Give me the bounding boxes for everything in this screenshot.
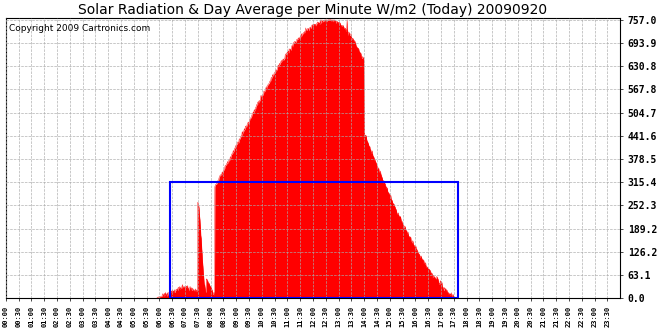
Text: Copyright 2009 Cartronics.com: Copyright 2009 Cartronics.com [9,23,150,33]
Title: Solar Radiation & Day Average per Minute W/m2 (Today) 20090920: Solar Radiation & Day Average per Minute… [79,3,548,17]
Bar [170,182,458,298]
